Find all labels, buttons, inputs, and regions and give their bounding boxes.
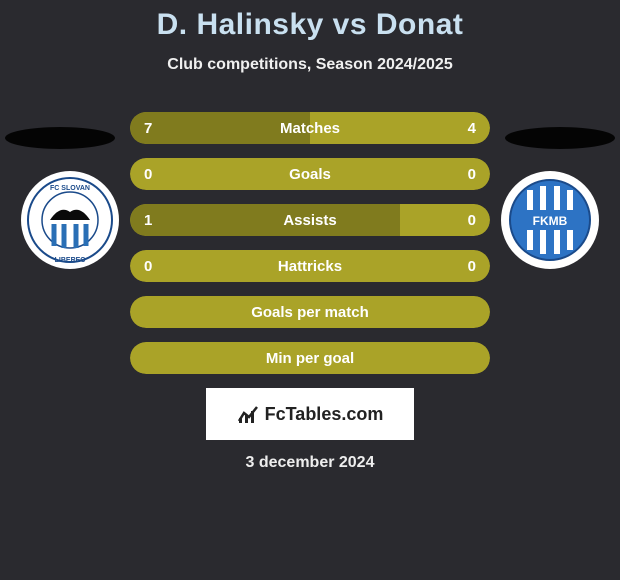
stat-row: Matches7 4: [130, 112, 490, 144]
subtitle: Club competitions, Season 2024/2025: [0, 56, 620, 74]
svg-text:LIBEREC: LIBEREC: [55, 257, 86, 264]
shadow-ellipse-left: [5, 127, 115, 149]
stat-value-left: 0: [144, 158, 152, 190]
date-text: 3 december 2024: [0, 454, 620, 472]
page-title: D. Halinsky vs Donat: [0, 8, 620, 42]
svg-text:FKMB: FKMB: [533, 214, 568, 228]
stat-value-left: 7: [144, 112, 152, 144]
stat-label: Hattricks: [130, 250, 490, 282]
brand-text: FcTables.com: [265, 404, 384, 425]
club-logo-left: FC SLOVAN LIBEREC: [20, 170, 120, 270]
stat-label: Min per goal: [130, 342, 490, 374]
brand-box: FcTables.com: [206, 388, 414, 440]
stat-row: Goals per match: [130, 296, 490, 328]
stat-value-left: 1: [144, 204, 152, 236]
club-logo-right: FKMB: [500, 170, 600, 270]
stat-value-right: 4: [468, 112, 476, 144]
stat-row: Min per goal: [130, 342, 490, 374]
comparison-card: D. Halinsky vs Donat Club competitions, …: [0, 0, 620, 472]
stat-label: Assists: [130, 204, 490, 236]
stat-row: Goals0 0: [130, 158, 490, 190]
brand-chart-icon: [237, 403, 259, 425]
stat-value-right: 0: [468, 158, 476, 190]
stats-area: Matches74Goals00Assists10Hattricks00Goal…: [130, 112, 490, 374]
stat-row: Assists1 0: [130, 204, 490, 236]
svg-text:FC SLOVAN: FC SLOVAN: [50, 185, 90, 192]
stat-value-left: 0: [144, 250, 152, 282]
stat-value-right: 0: [468, 250, 476, 282]
stat-label: Matches: [130, 112, 490, 144]
stat-row: Hattricks0 0: [130, 250, 490, 282]
stat-label: Goals per match: [130, 296, 490, 328]
stat-label: Goals: [130, 158, 490, 190]
shadow-ellipse-right: [505, 127, 615, 149]
stat-value-right: 0: [468, 204, 476, 236]
